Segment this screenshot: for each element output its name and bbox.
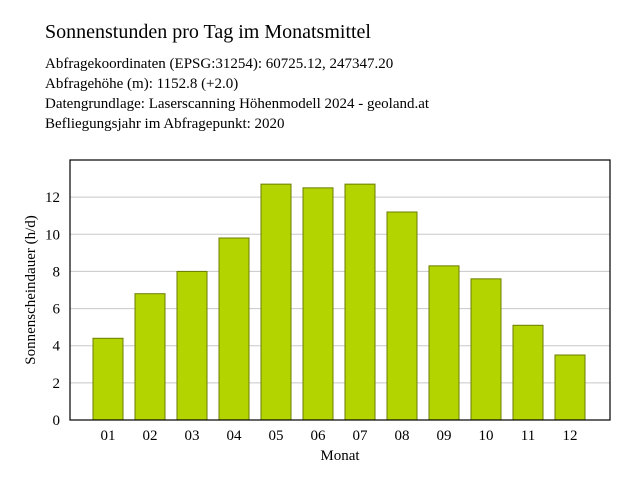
plot-frame — [69, 159, 611, 421]
y-tick-label: 12 — [45, 190, 60, 206]
bar-06 — [302, 187, 334, 421]
x-tick-label: 07 — [353, 428, 369, 444]
bar-04 — [218, 237, 250, 421]
x-tick-label: 05 — [269, 428, 284, 444]
y-tick-label: 2 — [53, 376, 61, 392]
y-tick-label: 8 — [53, 264, 61, 280]
y-tick-label: 0 — [53, 413, 61, 429]
bar-07 — [344, 183, 376, 421]
bar-03 — [176, 270, 208, 421]
y-tick-label: 10 — [45, 227, 60, 243]
x-tick-label: 03 — [185, 428, 200, 444]
x-tick-label: 04 — [227, 428, 243, 444]
bar-11 — [512, 324, 544, 421]
bar-10 — [470, 278, 502, 421]
x-tick-label: 06 — [311, 428, 327, 444]
bar-09 — [428, 265, 460, 421]
y-tick-label: 4 — [53, 339, 61, 355]
info-flight-year: Befliegungsjahr im Abfragepunkt: 2020 — [45, 116, 285, 132]
x-tick-label: 08 — [395, 428, 410, 444]
x-axis-label: Monat — [320, 448, 360, 464]
bar-02 — [134, 293, 166, 421]
bar-05 — [260, 183, 292, 421]
x-tick-label: 09 — [437, 428, 452, 444]
y-tick-label: 6 — [53, 302, 61, 318]
x-tick-label: 11 — [521, 428, 535, 444]
y-axis-label: Sonnenscheindauer (h/d) — [23, 215, 39, 365]
info-data-source: Datengrundlage: Laserscanning Höhenmodel… — [45, 96, 430, 112]
chart-title: Sonnenstunden pro Tag im Monatsmittel — [45, 21, 371, 43]
bar-01 — [92, 337, 124, 421]
x-tick-label: 10 — [479, 428, 494, 444]
x-tick-label: 02 — [143, 428, 158, 444]
x-tick-label: 01 — [101, 428, 116, 444]
bar-08 — [386, 211, 418, 421]
info-coordinates: Abfragekoordinaten (EPSG:31254): 60725.1… — [45, 56, 394, 72]
info-elevation: Abfragehöhe (m): 1152.8 (+2.0) — [45, 76, 239, 92]
x-tick-label: 12 — [563, 428, 578, 444]
bar-12 — [554, 354, 586, 421]
